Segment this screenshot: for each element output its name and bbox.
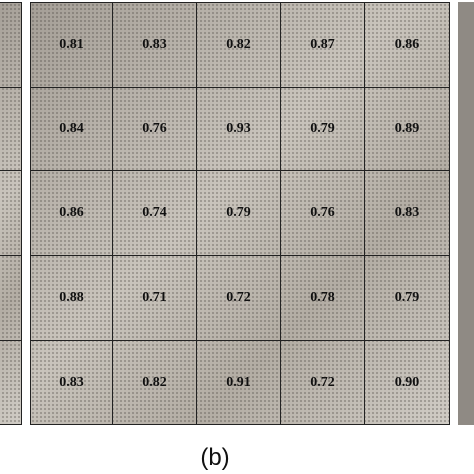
grid-cell: 0.91	[197, 341, 281, 424]
grid-cell: 0.82	[197, 3, 281, 88]
grid-cell: 0.89	[365, 88, 449, 171]
grid-cell: 0.76	[281, 171, 365, 256]
grid-cell: 0.79	[365, 256, 449, 341]
grid-cell: 0.81	[31, 3, 113, 88]
grid-cell: 0.84	[31, 88, 113, 171]
left-row	[0, 3, 21, 88]
sample-panel: 0.81 0.83 0.82 0.87 0.86 0.84 0.76 0.93 0.79 0.89…	[30, 2, 450, 425]
left-panel	[0, 2, 22, 425]
grid-cell: 0.78	[281, 256, 365, 341]
grid-cell: 0.83	[31, 341, 113, 424]
right-panel	[458, 2, 474, 425]
grid-cell: 0.72	[281, 341, 365, 424]
grid-cell: 0.83	[113, 3, 197, 88]
grid-cell: 0.83	[365, 171, 449, 256]
caption: (b)	[200, 444, 230, 471]
grid-cell: 0.93	[197, 88, 281, 171]
grid-cell: 0.90	[394, 374, 420, 390]
grid-cell: 0.82	[113, 341, 197, 424]
grid-cell: 0.72	[197, 256, 281, 341]
left-row	[0, 88, 21, 171]
grid-cell: 0.74	[113, 171, 197, 256]
grid-cell: 0.71	[113, 256, 197, 341]
grid-cell: 0.88	[31, 256, 113, 341]
grid-cell: 0.87	[281, 3, 365, 88]
grid-cell: 0.86	[365, 3, 449, 88]
grid-cell: 0.79	[197, 171, 281, 256]
grid-cell: 0.76	[113, 88, 197, 171]
left-row	[0, 256, 21, 341]
left-row	[0, 171, 21, 256]
grid-cell: 0.79	[281, 88, 365, 171]
grid-cell: 0.86	[31, 171, 113, 256]
